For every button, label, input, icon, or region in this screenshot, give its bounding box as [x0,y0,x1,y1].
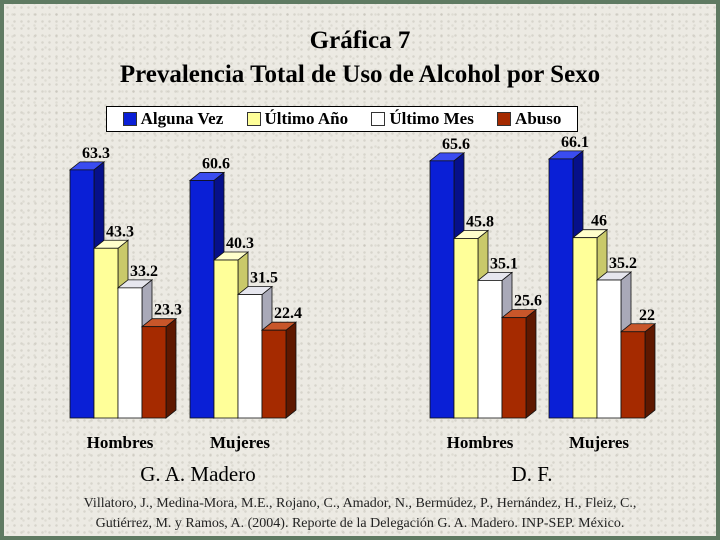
legend-label: Abuso [515,109,562,128]
bar [548,158,574,419]
group-label: G. A. Madero [140,462,255,486]
bar-side [165,317,177,419]
legend-label: Último Año [264,109,349,128]
bar [93,247,119,419]
legend-swatch [497,112,512,126]
data-label: 46 [591,213,607,230]
bar [453,238,479,419]
data-label: 23.3 [154,302,182,319]
citation-line1: Villatoro, J., Medina-Mora, M.E., Rojano… [83,496,637,511]
data-label: 63.3 [82,145,110,162]
bar [141,326,167,419]
bar [69,169,95,419]
legend-swatch [246,112,261,126]
bar [596,279,622,419]
legend-item-ultimo-ano: Último Año [246,109,349,129]
bar [501,317,527,419]
bar [620,331,646,419]
chart-legend: Alguna Vez Último Año Último Mes Abuso [106,106,578,132]
legend-item-abuso: Abuso [497,109,561,129]
data-label: 43.3 [106,223,134,240]
chart-title-line1: Gráfica 7 [309,27,411,54]
data-label: 60.6 [202,155,230,172]
legend-swatch [122,112,137,126]
category-label: Mujeres [210,433,270,452]
bar [213,259,239,419]
bar-side [644,322,656,419]
legend-item-ultimo-mes: Último Mes [371,109,474,129]
legend-label: Último Mes [389,109,474,128]
bar-side [285,321,297,419]
bar [261,329,287,419]
bar [429,160,455,419]
data-label: 65.6 [442,136,470,153]
category-label: Hombres [87,433,154,452]
data-label: 35.2 [609,255,637,272]
citation-line2: Gutiérrez, M. y Ramos, A. (2004). Report… [95,516,625,531]
bar [477,280,503,419]
category-label: Hombres [447,433,514,452]
bar [237,294,263,419]
bar [117,287,143,419]
bar [572,237,598,419]
group-label: D. F. [512,462,553,486]
bar-side [525,308,537,419]
chart-title-line2: Prevalencia Total de Uso de Alcohol por … [119,61,601,88]
data-label: 66.1 [561,134,589,151]
legend-label: Alguna Vez [140,109,224,128]
data-label: 31.5 [250,270,278,287]
bar [189,180,215,419]
data-label: 40.3 [226,235,254,252]
data-label: 35.1 [490,255,518,272]
data-label: 22.4 [274,305,302,322]
legend-swatch [371,112,386,126]
data-label: 33.2 [130,263,158,280]
data-label: 25.6 [514,293,542,310]
data-label: 45.8 [466,213,494,230]
data-label: 22 [639,307,655,324]
category-label: Mujeres [569,433,629,452]
legend-item-alguna-vez: Alguna Vez [122,109,224,129]
